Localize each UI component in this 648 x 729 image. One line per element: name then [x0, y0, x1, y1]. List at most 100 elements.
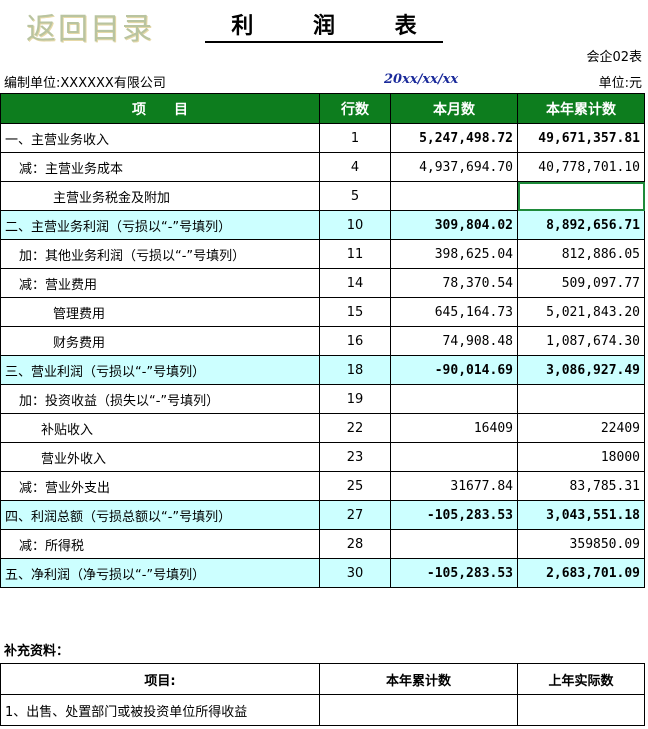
table-row: 二、主营业务利润（亏损以“-”号填列） 10 309,804.02 8,892,… — [0, 210, 645, 240]
row-item[interactable]: 加：其他业务利润（亏损以“-”号填列） — [0, 239, 320, 269]
row-item[interactable]: 减：所得税 — [0, 529, 320, 559]
row-line[interactable]: 22 — [319, 413, 391, 443]
row-ytd[interactable]: 40,778,701.10 — [517, 152, 645, 182]
supp-row-current[interactable] — [319, 694, 518, 726]
supplement-table: 项目: 本年累计数 上年实际数 1、出售、处置部门或被投资单位所得收益 — [0, 663, 645, 726]
row-line[interactable]: 25 — [319, 471, 391, 501]
row-line[interactable]: 18 — [319, 355, 391, 385]
row-ytd[interactable]: 22409 — [517, 413, 645, 443]
row-ytd[interactable]: 49,671,357.81 — [517, 123, 645, 153]
table-row: 四、利润总额（亏损总额以“-”号填列） 27 -105,283.53 3,043… — [0, 500, 645, 530]
row-line[interactable]: 10 — [319, 210, 391, 240]
supplement-label: 补充资料： — [4, 644, 70, 659]
table-row: 1、出售、处置部门或被投资单位所得收益 — [0, 694, 645, 726]
supp-row-prior[interactable] — [517, 694, 645, 726]
row-ytd[interactable]: 812,886.05 — [517, 239, 645, 269]
row-ytd[interactable]: 5,021,843.20 — [517, 297, 645, 327]
row-ytd[interactable]: 3,043,551.18 — [517, 500, 645, 530]
table-header-row: 项 目 行数 本月数 本年累计数 — [0, 93, 645, 124]
row-item[interactable]: 一、主营业务收入 — [0, 123, 320, 153]
table-row: 一、主营业务收入 1 5,247,498.72 49,671,357.81 — [0, 123, 645, 153]
row-item[interactable]: 补贴收入 — [0, 413, 320, 443]
row-item[interactable]: 减：营业外支出 — [0, 471, 320, 501]
row-line[interactable]: 1 — [319, 123, 391, 153]
row-month[interactable]: -90,014.69 — [390, 355, 518, 385]
table-row: 营业外收入 23 18000 — [0, 442, 645, 472]
row-line[interactable]: 5 — [319, 181, 391, 211]
row-month[interactable] — [390, 442, 518, 472]
row-line[interactable]: 19 — [319, 384, 391, 414]
row-month[interactable]: 645,164.73 — [390, 297, 518, 327]
row-line[interactable]: 15 — [319, 297, 391, 327]
supp-row-item[interactable]: 1、出售、处置部门或被投资单位所得收益 — [0, 694, 320, 726]
meta-row: 编制单位:XXXXXX有限公司 20xx/xx/xx 单位:元 — [0, 72, 648, 91]
table-row: 减：主营业务成本 4 4,937,694.70 40,778,701.10 — [0, 152, 645, 182]
row-ytd[interactable]: 83,785.31 — [517, 471, 645, 501]
table-row: 加：投资收益（损失以“-”号填列） 19 — [0, 384, 645, 414]
company-name: 编制单位:XXXXXX有限公司 — [4, 76, 166, 91]
row-item[interactable]: 三、营业利润（亏损以“-”号填列） — [0, 355, 320, 385]
row-month[interactable]: 309,804.02 — [390, 210, 518, 240]
selected-cell[interactable] — [517, 181, 645, 211]
row-ytd[interactable]: 1,087,674.30 — [517, 326, 645, 356]
row-item[interactable]: 管理费用 — [0, 297, 320, 327]
row-ytd[interactable]: 2,683,701.09 — [517, 558, 645, 588]
row-item[interactable]: 主营业务税金及附加 — [0, 181, 320, 211]
row-item[interactable]: 减：主营业务成本 — [0, 152, 320, 182]
row-line[interactable]: 27 — [319, 500, 391, 530]
row-month[interactable]: 78,370.54 — [390, 268, 518, 298]
header-month: 本月数 — [390, 93, 518, 124]
row-line[interactable]: 23 — [319, 442, 391, 472]
row-ytd[interactable]: 509,097.77 — [517, 268, 645, 298]
row-month[interactable] — [390, 384, 518, 414]
row-item[interactable]: 二、主营业务利润（亏损以“-”号填列） — [0, 210, 320, 240]
row-item[interactable]: 减：营业费用 — [0, 268, 320, 298]
row-line[interactable]: 4 — [319, 152, 391, 182]
table-row: 加：其他业务利润（亏损以“-”号填列） 11 398,625.04 812,88… — [0, 239, 645, 269]
row-month[interactable]: 16409 — [390, 413, 518, 443]
row-ytd[interactable]: 8,892,656.71 — [517, 210, 645, 240]
row-month[interactable]: 31677.84 — [390, 471, 518, 501]
table-row: 补贴收入 22 16409 22409 — [0, 413, 645, 443]
row-item[interactable]: 五、净利润（净亏损以“-”号填列） — [0, 558, 320, 588]
row-month[interactable]: 74,908.48 — [390, 326, 518, 356]
row-ytd[interactable]: 3,086,927.49 — [517, 355, 645, 385]
row-line[interactable]: 28 — [319, 529, 391, 559]
table-row: 三、营业利润（亏损以“-”号填列） 18 -90,014.69 3,086,92… — [0, 355, 645, 385]
row-item[interactable]: 财务费用 — [0, 326, 320, 356]
form-code: 会企02表 — [586, 50, 642, 65]
row-item[interactable]: 四、利润总额（亏损总额以“-”号填列） — [0, 500, 320, 530]
row-item[interactable]: 营业外收入 — [0, 442, 320, 472]
row-ytd[interactable] — [517, 384, 645, 414]
header-ytd: 本年累计数 — [517, 93, 645, 124]
income-statement-table: 项 目 行数 本月数 本年累计数 一、主营业务收入 1 5,247,498.72… — [0, 93, 645, 588]
supplement-header-row: 项目: 本年累计数 上年实际数 — [0, 663, 645, 695]
row-month[interactable]: 398,625.04 — [390, 239, 518, 269]
row-month[interactable]: 5,247,498.72 — [390, 123, 518, 153]
table-row: 减：所得税 28 359850.09 — [0, 529, 645, 559]
row-item[interactable]: 加：投资收益（损失以“-”号填列） — [0, 384, 320, 414]
row-ytd[interactable]: 359850.09 — [517, 529, 645, 559]
row-month[interactable]: -105,283.53 — [390, 558, 518, 588]
row-month[interactable] — [390, 529, 518, 559]
row-month[interactable]: -105,283.53 — [390, 500, 518, 530]
row-month[interactable] — [390, 181, 518, 211]
report-date: 20xx/xx/xx — [384, 72, 459, 87]
supp-header-prior: 上年实际数 — [517, 663, 645, 695]
row-line[interactable]: 11 — [319, 239, 391, 269]
row-line[interactable]: 14 — [319, 268, 391, 298]
row-line[interactable]: 16 — [319, 326, 391, 356]
table-row: 主营业务税金及附加 5 — [0, 181, 645, 211]
supp-header-item: 项目: — [0, 663, 320, 695]
table-row: 五、净利润（净亏损以“-”号填列） 30 -105,283.53 2,683,7… — [0, 558, 645, 588]
table-row: 财务费用 16 74,908.48 1,087,674.30 — [0, 326, 645, 356]
row-month[interactable]: 4,937,694.70 — [390, 152, 518, 182]
back-to-contents-link[interactable]: 返回目录 — [26, 12, 154, 47]
supp-header-current: 本年累计数 — [319, 663, 518, 695]
row-ytd[interactable]: 18000 — [517, 442, 645, 472]
header-line: 行数 — [319, 93, 391, 124]
header-item: 项 目 — [0, 93, 320, 124]
row-line[interactable]: 30 — [319, 558, 391, 588]
table-row: 减：营业外支出 25 31677.84 83,785.31 — [0, 471, 645, 501]
table-row: 减：营业费用 14 78,370.54 509,097.77 — [0, 268, 645, 298]
